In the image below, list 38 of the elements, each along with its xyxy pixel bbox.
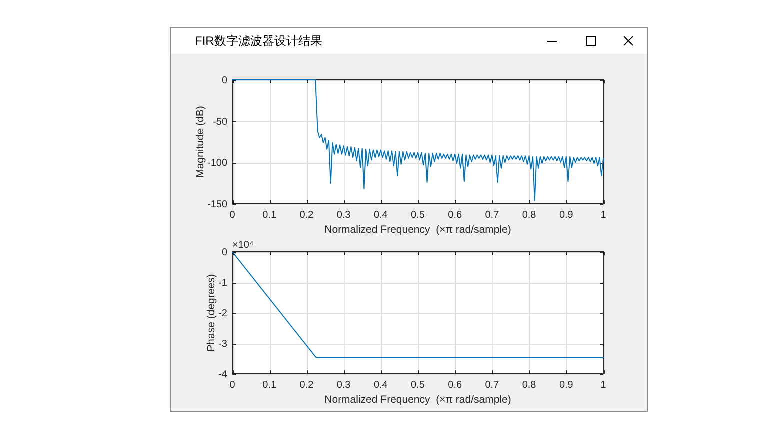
x-tick-label: 0.8 xyxy=(522,210,537,221)
text: ×10⁴ xyxy=(232,240,254,251)
x-tick-label: 1 xyxy=(600,210,607,221)
x-tick-label: 0.8 xyxy=(522,380,537,391)
y-axis-title: Phase (degrees) xyxy=(206,274,218,352)
x-tick-label: 0 xyxy=(230,380,236,391)
y-tick-label: -4 xyxy=(218,370,228,380)
x-tick-label: 0.3 xyxy=(336,210,352,221)
x-axis-title: Normalized Frequency (×π rad/sample) xyxy=(324,394,512,406)
x-tick-label: 0.4 xyxy=(374,210,388,221)
y-tick-label: 0 xyxy=(222,76,228,86)
y-tick-label: -2 xyxy=(218,308,228,320)
x-tick-label: 0 xyxy=(230,210,236,221)
x-tick-label: 0.6 xyxy=(448,210,462,221)
x-tick-label: 0.1 xyxy=(262,380,277,391)
x-tick-label: 0.3 xyxy=(336,380,352,391)
chart-title: FIR数字滤波器设计结果 xyxy=(195,34,322,48)
y-tick-label: -100 xyxy=(207,158,228,170)
x-tick-label: 0.2 xyxy=(300,210,314,221)
x-tick-label: 0.5 xyxy=(411,210,426,221)
x-tick-label: 0.9 xyxy=(559,380,574,391)
x-tick-label: 0.4 xyxy=(374,380,388,391)
x-tick-label: 0.7 xyxy=(485,210,500,221)
x-tick-label: 1 xyxy=(600,380,607,391)
y-tick-label: -1 xyxy=(218,278,228,289)
y-tick-label: -50 xyxy=(213,116,228,128)
y-tick-label: -150 xyxy=(207,200,228,210)
x-tick-label: 0.5 xyxy=(411,380,426,391)
x-tick-label: 0.2 xyxy=(300,380,314,391)
x-tick-label: 0.1 xyxy=(262,210,277,221)
x-tick-label: 0.9 xyxy=(559,210,574,221)
x-axis-title: Normalized Frequency (×π rad/sample) xyxy=(324,224,512,236)
x-tick-label: 0.7 xyxy=(485,380,500,391)
line-series xyxy=(232,80,604,202)
y-tick-label: 0 xyxy=(222,248,228,258)
y-axis-title: Magnitude (dB) xyxy=(194,106,206,178)
x-tick-label: 0.6 xyxy=(448,380,462,391)
y-tick-label: -3 xyxy=(218,339,228,350)
